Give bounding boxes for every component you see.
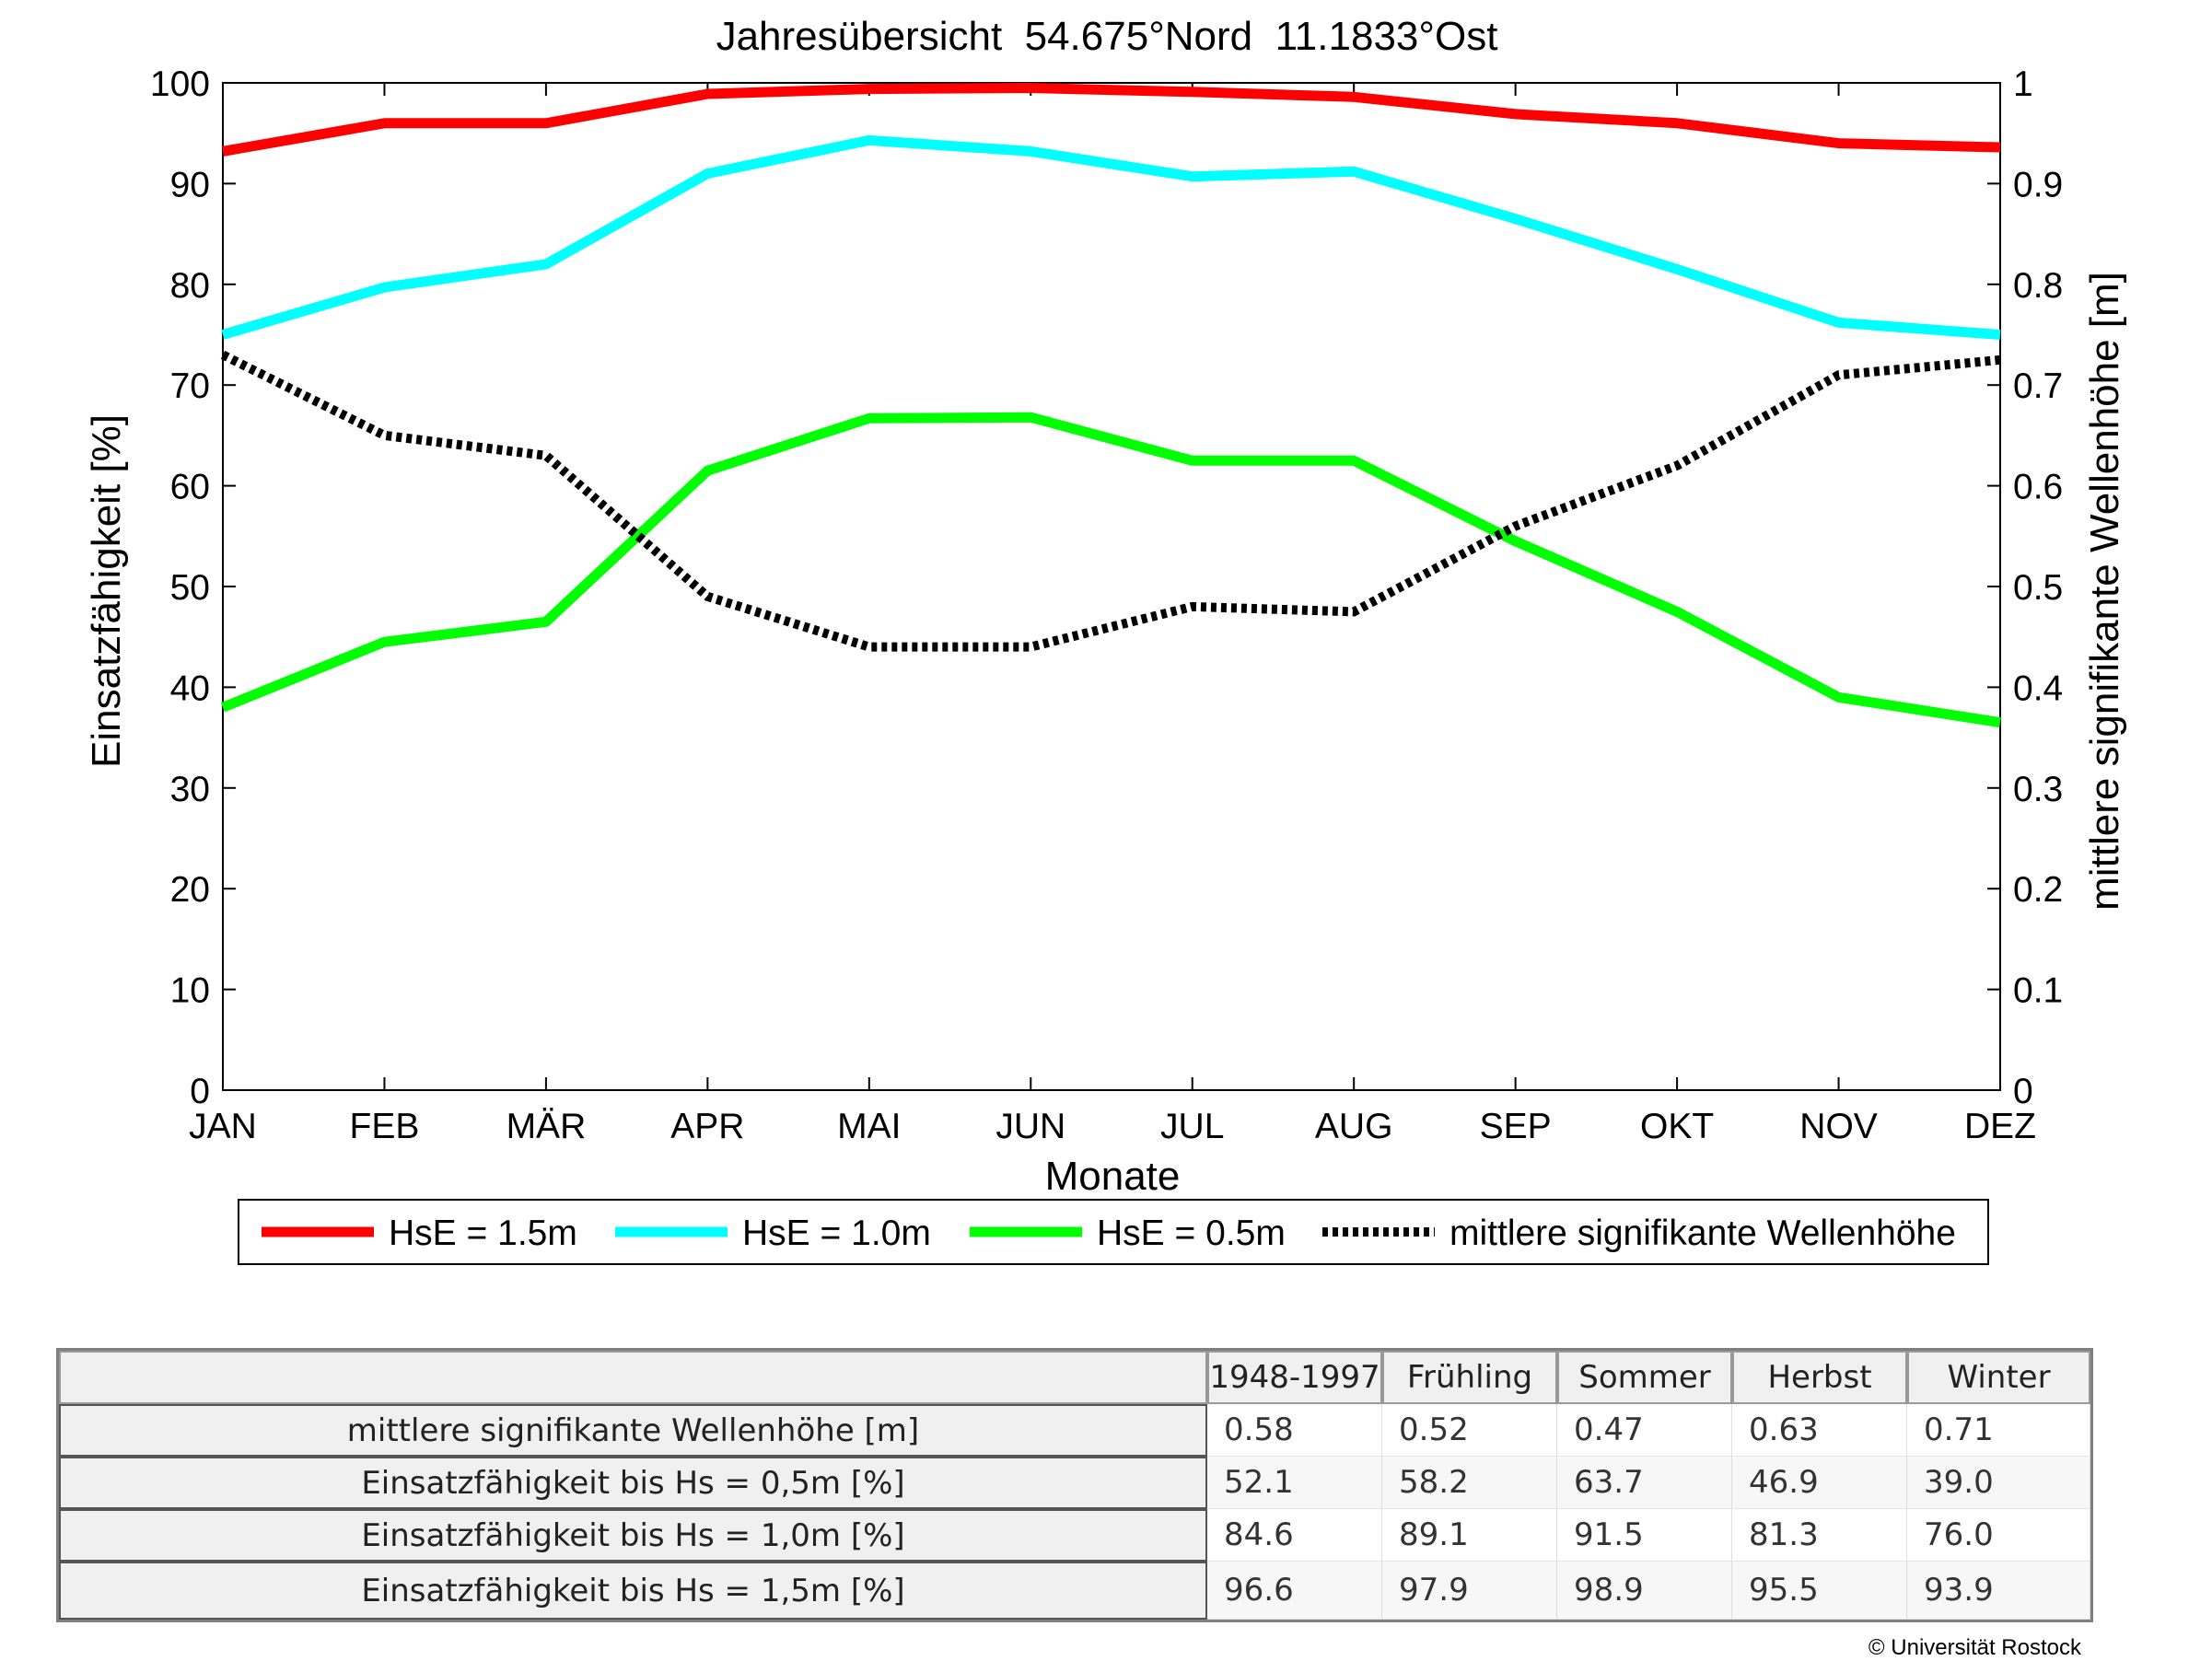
table-row-label: mittlere signifikante Wellenhöhe [m] — [59, 1404, 1207, 1457]
x-tick-label: AUG — [1315, 1107, 1393, 1146]
y-tick-label: 60 — [170, 468, 210, 507]
y2-tick-label: 0.4 — [2013, 668, 2063, 708]
y2-tick-label: 0.1 — [2013, 971, 2063, 1011]
plot-area — [222, 82, 2001, 1091]
x-tick-label: MÄR — [506, 1107, 587, 1146]
x-tick-label: JUN — [995, 1107, 1065, 1146]
x-tick-label: APR — [670, 1107, 744, 1146]
y-axis-title-left: Einsatzfähigkeit [%] — [84, 414, 129, 768]
table-cell: 97.9 — [1382, 1562, 1557, 1620]
table-cell: 46.9 — [1732, 1457, 1907, 1509]
series-line-2 — [220, 412, 2001, 728]
chart: Jahresübersicht 54.675°Nord 11.1833°Ost … — [84, 14, 2127, 1265]
legend-box — [238, 1199, 1989, 1265]
table-cell: 63.7 — [1557, 1457, 1732, 1509]
y-tick-label: 100 — [150, 64, 210, 104]
x-tick-label: JUL — [1160, 1107, 1224, 1146]
table-cell: 93.9 — [1907, 1562, 2090, 1620]
table-cell: 0.71 — [1907, 1404, 2090, 1457]
table-cell: 95.5 — [1732, 1562, 1907, 1620]
legend-label-2: HsE = 0.5m — [1097, 1214, 1286, 1253]
x-tick-label: DEZ — [1964, 1107, 2036, 1146]
table-cell: 89.1 — [1382, 1509, 1557, 1562]
table-row: Einsatzfähigkeit bis Hs = 0,5m [%] 52.1 … — [59, 1457, 2090, 1509]
table-cell: 0.63 — [1732, 1404, 1907, 1457]
y-tick-label: 20 — [170, 870, 210, 910]
table-header-period: 1948-1997 — [1207, 1351, 1382, 1404]
x-tick-label: OKT — [1640, 1107, 1714, 1146]
table-cell: 98.9 — [1557, 1562, 1732, 1620]
y-axis-title-right: mittlere signifikante Wellenhöhe [m] — [2082, 272, 2127, 911]
y2-tick-label: 0.8 — [2013, 266, 2063, 306]
table-cell: 81.3 — [1732, 1509, 1907, 1562]
table-header-summer: Sommer — [1557, 1351, 1732, 1404]
x-tick-label: JAN — [189, 1107, 257, 1146]
x-tick-label: SEP — [1480, 1107, 1552, 1146]
series-line-3 — [220, 350, 2001, 652]
y2-tick-label: 0.5 — [2013, 568, 2063, 608]
x-tick-label: FEB — [350, 1107, 420, 1146]
table-row: Einsatzfähigkeit bis Hs = 1,5m [%] 96.6 … — [59, 1562, 2090, 1620]
table-cell: 76.0 — [1907, 1509, 2090, 1562]
legend-label-3: mittlere signifikante Wellenhöhe — [1449, 1214, 1956, 1253]
table-cell: 0.52 — [1382, 1404, 1557, 1457]
legend-label-0: HsE = 1.5m — [389, 1214, 577, 1253]
copyright-notice: © Universität Rostock — [1868, 1635, 2081, 1660]
y2-tick-label: 0.3 — [2013, 770, 2063, 809]
y2-tick-label: 0.2 — [2013, 870, 2063, 910]
y2-tick-label: 0.9 — [2013, 165, 2063, 204]
legend-label-1: HsE = 1.0m — [742, 1214, 931, 1253]
table-cell: 84.6 — [1207, 1509, 1382, 1562]
y2-tick-label: 0.7 — [2013, 366, 2063, 406]
y-tick-label: 0 — [190, 1072, 210, 1111]
table-corner-cell — [59, 1351, 1207, 1404]
table-row: Einsatzfähigkeit bis Hs = 1,0m [%] 84.6 … — [59, 1509, 2090, 1562]
y2-tick-label: 1 — [2013, 64, 2033, 104]
table-row-label: Einsatzfähigkeit bis Hs = 1,5m [%] — [59, 1562, 1207, 1620]
y2-tick-label: 0.6 — [2013, 468, 2063, 507]
axes: 0 10 20 30 40 50 60 70 80 90 100 0 0.1 0.2 0.3 0.4 0.5 0.… — [150, 64, 2063, 1146]
table-header-winter: Winter — [1907, 1351, 2090, 1404]
table-cell: 91.5 — [1557, 1509, 1732, 1562]
table-row-label: Einsatzfähigkeit bis Hs = 1,0m [%] — [59, 1509, 1207, 1562]
y-tick-label: 80 — [170, 266, 210, 306]
y-tick-label: 70 — [170, 366, 210, 406]
table-cell: 0.47 — [1557, 1404, 1732, 1457]
series-line-0 — [222, 83, 2001, 157]
series-layer — [220, 83, 2001, 728]
y-tick-label: 30 — [170, 770, 210, 809]
x-tick-label: NOV — [1799, 1107, 1878, 1146]
table-cell: 96.6 — [1207, 1562, 1382, 1620]
table-cell: 58.2 — [1382, 1457, 1557, 1509]
series-line-1 — [221, 134, 2001, 340]
y2-tick-label: 0 — [2013, 1072, 2033, 1111]
table-cell: 0.58 — [1207, 1404, 1382, 1457]
table-cell: 52.1 — [1207, 1457, 1382, 1509]
y-tick-label: 50 — [170, 568, 210, 608]
table-row-label: Einsatzfähigkeit bis Hs = 0,5m [%] — [59, 1457, 1207, 1509]
table-header-row: 1948-1997 Frühling Sommer Herbst Winter — [59, 1351, 2090, 1404]
chart-title: Jahresübersicht 54.675°Nord 11.1833°Ost — [716, 14, 1498, 59]
y-tick-label: 10 — [170, 971, 210, 1011]
table-header-spring: Frühling — [1382, 1351, 1557, 1404]
x-axis-title: Monate — [1045, 1154, 1181, 1199]
table-row: mittlere signifikante Wellenhöhe [m] 0.5… — [59, 1404, 2090, 1457]
stats-table: 1948-1997 Frühling Sommer Herbst Winter … — [56, 1348, 2093, 1622]
table-cell: 39.0 — [1907, 1457, 2090, 1509]
y-tick-label: 40 — [170, 668, 210, 708]
x-tick-label: MAI — [837, 1107, 901, 1146]
y-tick-label: 90 — [170, 165, 210, 204]
legend: HsE = 1.5m HsE = 1.0m HsE = 0.5m mittlere s… — [238, 1199, 1989, 1265]
table-header-autumn: Herbst — [1732, 1351, 1907, 1404]
